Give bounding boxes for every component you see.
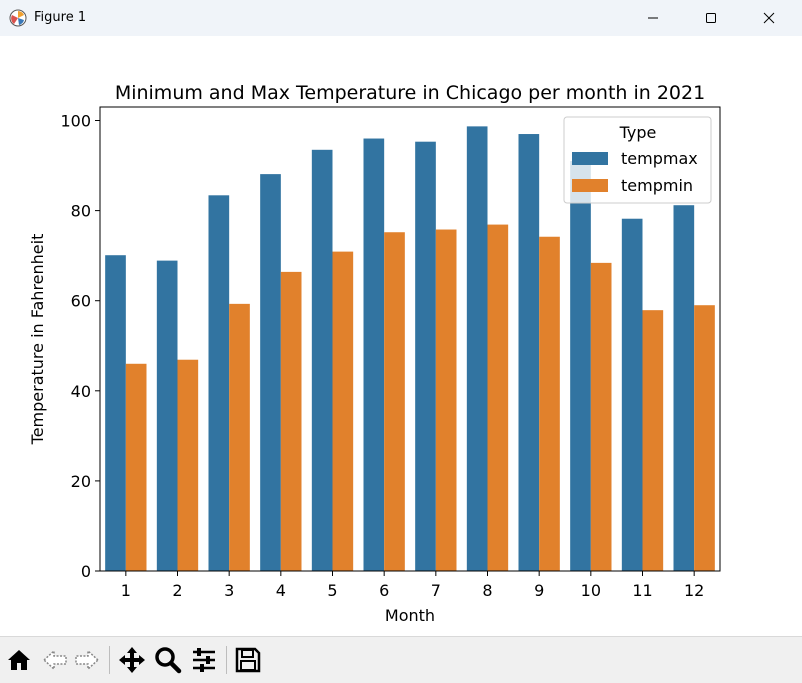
bar-tempmax-12: [673, 205, 695, 571]
legend-title: Type: [619, 123, 657, 142]
bar-tempmax-4: [260, 174, 281, 571]
legend-label-tempmin: tempmin: [621, 176, 693, 195]
bar-tempmin-6: [384, 232, 405, 572]
y-axis-label: Temperature in Fahrenheit: [28, 234, 47, 446]
bar-tempmin-3: [229, 303, 250, 571]
save-icon: [235, 647, 261, 673]
bar-tempmin-8: [487, 224, 509, 571]
bar-tempmin-12: [694, 305, 715, 571]
bar-tempmax-1: [105, 255, 126, 571]
close-button[interactable]: [746, 0, 792, 36]
y-tick-label: 80: [71, 202, 91, 221]
x-tick-label: 4: [276, 581, 286, 600]
back-button[interactable]: [40, 645, 70, 675]
x-tick-label: 10: [581, 581, 601, 600]
x-tick-label: 5: [327, 581, 337, 600]
legend-swatch-tempmax: [572, 152, 608, 165]
x-tick-label: 7: [431, 581, 441, 600]
forward-button[interactable]: [72, 645, 102, 675]
bar-tempmax-9: [518, 134, 540, 571]
legend: Type tempmax tempmin: [563, 116, 712, 204]
bar-tempmin-2: [177, 359, 199, 571]
bar-tempmin-11: [642, 310, 664, 571]
y-tick-label: 20: [71, 472, 91, 491]
bar-tempmin-7: [435, 229, 457, 571]
legend-swatch-tempmin: [572, 179, 608, 192]
configure-subplots-icon: [193, 648, 215, 672]
maximize-button[interactable]: [688, 0, 734, 36]
configure-subplots-button[interactable]: [189, 645, 219, 675]
window-title: Figure 1: [34, 10, 87, 25]
chart-title: Minimum and Max Temperature in Chicago p…: [115, 82, 705, 104]
x-tick-label: 12: [684, 581, 704, 600]
bar-tempmax-10: [570, 161, 591, 571]
navigation-toolbar: [0, 636, 802, 683]
x-tick-label: 9: [534, 581, 544, 600]
window-titlebar: Figure 1: [0, 0, 802, 36]
bar-tempmax-7: [415, 141, 436, 571]
matplotlib-icon: [9, 9, 27, 27]
x-tick-label: 6: [379, 581, 389, 600]
bars-group: [105, 126, 715, 572]
minimize-button[interactable]: [630, 0, 676, 36]
y-axis: 0 20 40 60 80 100: [60, 112, 100, 581]
x-tick-label: 8: [482, 581, 492, 600]
bar-tempmax-2: [156, 260, 178, 571]
toolbar-separator: [226, 646, 227, 674]
bar-tempmin-4: [280, 271, 302, 571]
bar-tempmin-9: [539, 236, 560, 572]
bar-tempmin-1: [125, 363, 147, 571]
save-button[interactable]: [233, 645, 263, 675]
figure-canvas[interactable]: Minimum and Max Temperature in Chicago p…: [0, 36, 802, 636]
y-tick-label: 100: [60, 112, 91, 131]
home-button[interactable]: [4, 645, 34, 675]
x-tick-label: 3: [224, 581, 234, 600]
bar-tempmin-10: [590, 262, 612, 571]
zoom-button[interactable]: [153, 645, 183, 675]
y-tick-label: 0: [81, 562, 91, 581]
bar-tempmax-5: [311, 149, 333, 572]
y-tick-label: 40: [71, 382, 91, 401]
bar-tempmax-8: [466, 126, 488, 572]
legend-label-tempmax: tempmax: [621, 149, 698, 168]
home-icon: [8, 650, 30, 670]
bar-tempmax-3: [208, 195, 230, 572]
bar-tempmax-11: [621, 218, 643, 571]
minimize-icon: [648, 17, 658, 19]
x-tick-label: 1: [121, 581, 131, 600]
x-tick-label: 11: [632, 581, 652, 600]
plot-frame: [99, 106, 721, 572]
forward-icon: [75, 649, 100, 671]
y-tick-label: 60: [71, 292, 91, 311]
pan-button[interactable]: [117, 645, 147, 675]
bar-tempmax-6: [363, 138, 385, 571]
bar-tempmin-5: [332, 251, 354, 572]
zoom-icon: [155, 647, 182, 674]
x-axis-label: Month: [385, 606, 435, 625]
close-icon: [763, 12, 775, 24]
x-tick-label: 2: [172, 581, 182, 600]
bar-chart: Minimum and Max Temperature in Chicago p…: [28, 82, 721, 625]
x-axis: 1 2 3 4 5 6 7 8 9 10 11 12: [121, 571, 704, 600]
pan-icon: [119, 647, 145, 673]
maximize-icon: [706, 13, 716, 23]
toolbar-separator: [109, 646, 110, 674]
back-icon: [42, 649, 67, 671]
